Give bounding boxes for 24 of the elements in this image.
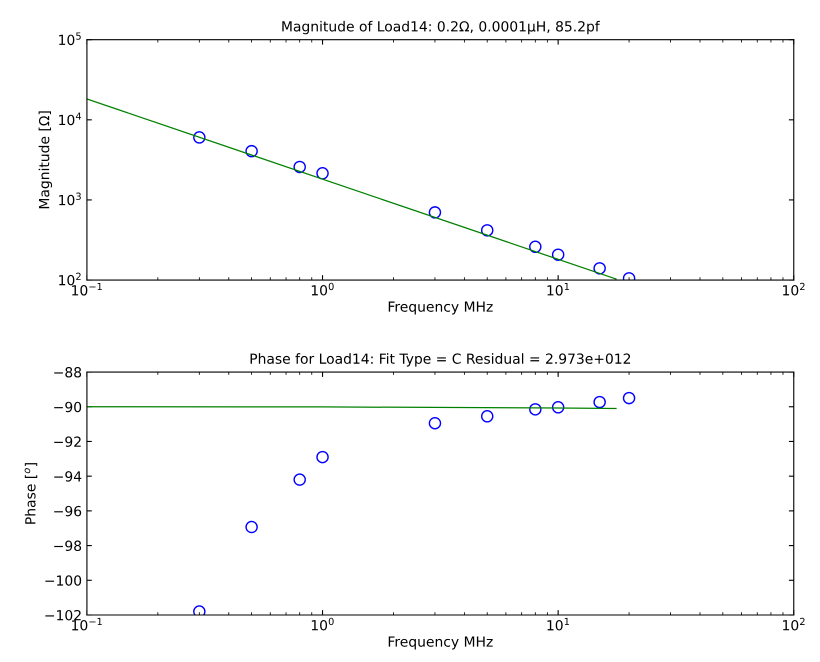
y-tick-label: −100 (45, 575, 82, 586)
y-tick-label: −96 (54, 506, 82, 516)
chart-title: Phase for Load14: Fit Type = C Residual = 2.973e+012 (250, 353, 630, 367)
x-tick-label: 10$^{2}$ (783, 618, 805, 631)
y-tick-label: −98 (54, 540, 82, 552)
x-tick-label: 10$^{1}$ (547, 618, 570, 631)
y-axis-title: Phase [$^{o}$] (24, 463, 38, 524)
y-tick-label: −88 (54, 367, 82, 378)
y-tick-label: −94 (54, 471, 82, 482)
x-axis-title: Frequency MHz (388, 302, 493, 315)
y-tick-label: 10$^{2}$ (59, 272, 81, 286)
x-tick-label: 10$^{2}$ (783, 282, 805, 296)
x-tick-label: 10$^{0}$ (312, 618, 334, 631)
chart-title: Magnitude of Load14: 0.2Ω, 0.0001µH, 85.2pf (282, 20, 600, 34)
y-tick-label: −90 (54, 402, 82, 412)
y-axis-title: Magnitude [Ω] (38, 111, 52, 208)
y-tick-label: 10$^{4}$ (59, 112, 82, 126)
y-tick-label: 10$^{3}$ (59, 192, 81, 206)
x-tick-label: 10$^{1}$ (547, 282, 570, 296)
y-tick-label: 10$^{5}$ (59, 32, 81, 46)
x-axis-title: Frequency MHz (388, 636, 493, 650)
x-tick-label: 10$^{0}$ (312, 282, 334, 296)
y-tick-label: −102 (45, 610, 81, 620)
y-tick-label: −92 (54, 436, 81, 447)
